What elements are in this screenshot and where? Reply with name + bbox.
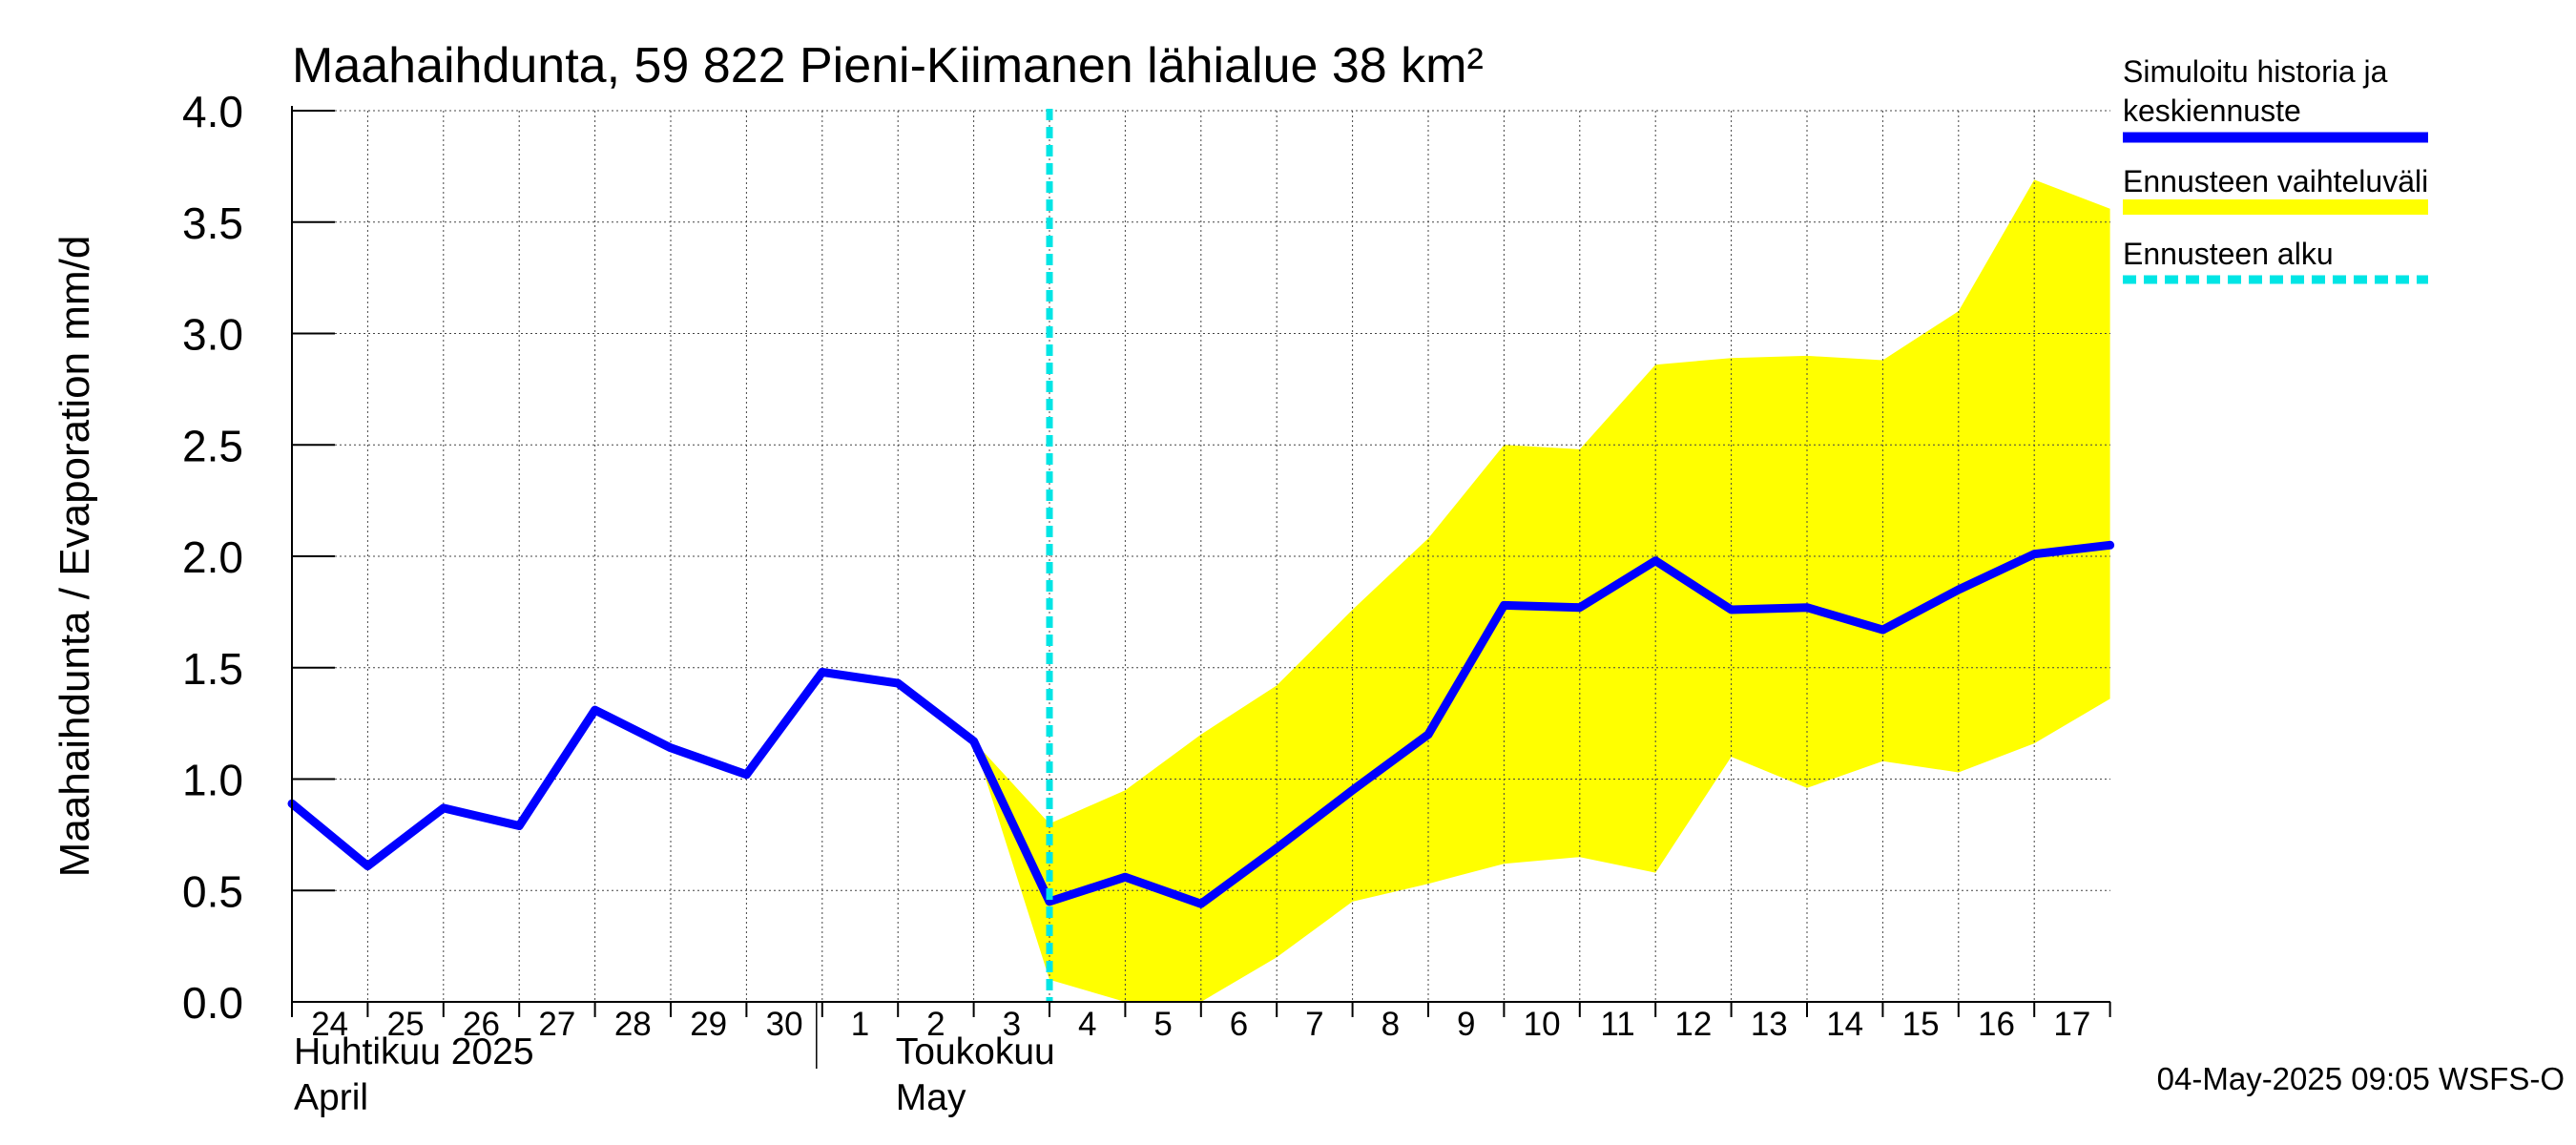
series-point [442, 806, 445, 809]
series-point [1730, 609, 1733, 612]
x-tick-label: 8 [1381, 1006, 1400, 1043]
month-label: Huhtikuu 2025 [294, 1031, 534, 1072]
month-label-en: April [294, 1077, 368, 1118]
series-point [670, 746, 672, 749]
x-tick-label: 16 [1978, 1006, 2015, 1043]
series-point [1427, 733, 1429, 736]
x-tick-label: 5 [1153, 1006, 1172, 1043]
series-point [593, 709, 596, 712]
month-label-en: May [896, 1077, 966, 1118]
y-tick-label: 3.5 [182, 198, 243, 248]
series-point [1049, 900, 1050, 903]
series-point [518, 824, 521, 827]
series-point [1881, 629, 1884, 632]
y-tick-label: 3.0 [182, 310, 243, 360]
x-tick-label: 25 [387, 1006, 425, 1043]
series-point [821, 671, 823, 674]
x-tick-label: 2 [926, 1006, 945, 1043]
series-point [2033, 552, 2036, 555]
series-point [972, 739, 975, 742]
x-tick-label: 26 [463, 1006, 500, 1043]
x-tick-label: 10 [1524, 1006, 1561, 1043]
series-point [1276, 846, 1278, 849]
x-tick-label: 4 [1078, 1006, 1096, 1043]
x-tick-label: 17 [2053, 1006, 2090, 1043]
series-point [1124, 876, 1127, 879]
x-tick-label: 24 [311, 1006, 348, 1043]
series-point [1503, 604, 1506, 607]
forecast-range-band [973, 179, 2110, 1002]
series-point [1806, 606, 1808, 609]
y-tick-label: 4.0 [182, 87, 243, 136]
x-tick-label: 1 [851, 1006, 869, 1043]
y-tick-label: 0.5 [182, 866, 243, 916]
series-point [1654, 559, 1657, 562]
x-tick-label: 12 [1674, 1006, 1712, 1043]
legend-label: Ennusteen alku [2123, 237, 2334, 271]
x-tick-label: 9 [1457, 1006, 1475, 1043]
x-tick-label: 29 [690, 1006, 727, 1043]
y-tick-label: 0.0 [182, 978, 243, 1028]
x-tick-label: 3 [1003, 1006, 1021, 1043]
legend-label: Simuloitu historia ja [2123, 54, 2388, 89]
y-tick-label: 1.5 [182, 644, 243, 694]
x-tick-label: 6 [1230, 1006, 1248, 1043]
y-axis-label: Maahaihdunta / Evaporation mm/d [52, 236, 98, 878]
x-tick-label: 28 [614, 1006, 652, 1043]
y-tick-label: 2.5 [182, 421, 243, 470]
series-point [366, 864, 369, 867]
series-point [745, 773, 748, 776]
legend-label: Ennusteen vaihteluväli [2123, 164, 2428, 198]
chart-title: Maahaihdunta, 59 822 Pieni-Kiimanen lähi… [292, 38, 1484, 94]
series-point [1957, 589, 1960, 592]
series-point [1351, 789, 1354, 792]
legend-label: keskiennuste [2123, 94, 2301, 128]
y-tick-label: 2.0 [182, 532, 243, 582]
x-tick-label: 14 [1826, 1006, 1863, 1043]
x-tick-label: 7 [1305, 1006, 1323, 1043]
timestamp: 04-May-2025 09:05 WSFS-O [2157, 1061, 2565, 1096]
series-point [1578, 606, 1581, 609]
x-tick-label: 30 [766, 1006, 803, 1043]
y-tick-label: 1.0 [182, 756, 243, 805]
x-tick-label: 15 [1902, 1006, 1940, 1043]
month-label: Toukokuu [896, 1031, 1055, 1072]
series-point [897, 682, 900, 685]
x-tick-label: 27 [538, 1006, 575, 1043]
series-point [2109, 544, 2111, 547]
x-tick-label: 11 [1600, 1006, 1634, 1043]
series-point [1199, 903, 1202, 906]
x-tick-label: 13 [1751, 1006, 1788, 1043]
